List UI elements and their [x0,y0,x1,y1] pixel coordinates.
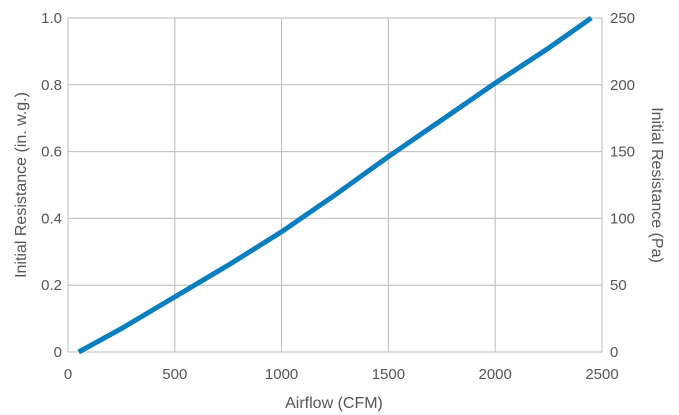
x-tick-label: 2500 [585,366,618,383]
y2-tick-label: 200 [610,77,635,94]
y-axis-label: Initial Resistance (in. w.g.) [13,92,30,278]
y-tick-label: 0.6 [41,144,62,161]
x-tick-label: 1000 [265,366,298,383]
series-line [77,15,593,355]
y-tick-label: 0.8 [41,77,62,94]
series-group [77,15,593,355]
y-tick-label: 1.0 [41,10,62,27]
y2-tick-label: 50 [610,277,627,294]
y-tick-label: 0.4 [41,210,62,227]
x-tick-label: 2000 [479,366,512,383]
y-tick-label: 0 [54,344,62,361]
y2-axis-label: Initial Resistance (Pa) [648,107,665,263]
y-tick-label: 0.2 [41,277,62,294]
y2-tick-labels: 0 50 100 150 200 250 [610,10,635,361]
x-tick-label: 0 [64,366,72,383]
y2-tick-label: 250 [610,10,635,27]
y-tick-labels: 0 0.2 0.4 0.6 0.8 1.0 [41,10,62,361]
x-tick-label: 500 [162,366,187,383]
y2-tick-label: 150 [610,144,635,161]
x-tick-label: 1500 [372,366,405,383]
x-tick-labels: 0 500 1000 1500 2000 2500 [64,366,619,383]
grid [67,17,603,353]
y2-tick-label: 0 [610,344,618,361]
x-axis-label: Airflow (CFM) [285,395,383,412]
y2-tick-label: 100 [610,210,635,227]
